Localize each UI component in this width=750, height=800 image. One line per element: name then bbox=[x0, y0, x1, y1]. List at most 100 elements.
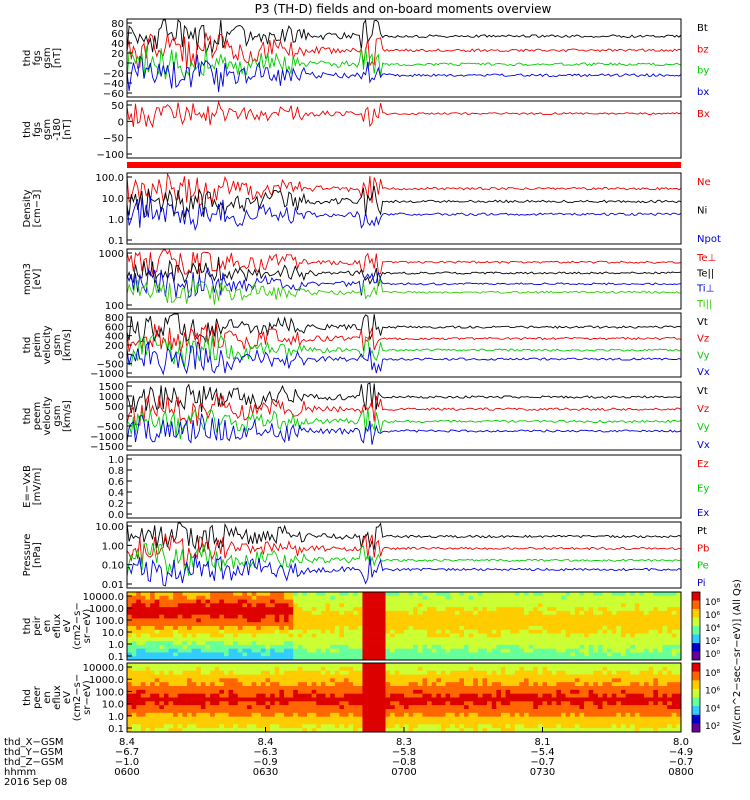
heatmap-cell bbox=[597, 603, 603, 608]
heatmap-cell bbox=[330, 686, 336, 691]
heatmap-cell bbox=[200, 626, 206, 631]
heatmap-cell bbox=[297, 678, 303, 683]
heatmap-cell bbox=[187, 629, 192, 634]
heatmap-cell bbox=[339, 663, 345, 668]
heatmap-cell bbox=[325, 652, 331, 657]
heatmap-cell bbox=[320, 610, 326, 615]
heatmap-cell bbox=[413, 637, 419, 642]
heatmap-cell bbox=[408, 724, 414, 729]
heatmap-cell bbox=[196, 629, 202, 634]
heatmap-cell bbox=[413, 709, 419, 714]
heatmap-cell bbox=[214, 697, 220, 702]
heatmap-cell bbox=[602, 686, 608, 691]
heatmap-cell bbox=[427, 610, 432, 615]
heatmap-cell bbox=[214, 610, 220, 615]
heatmap-cell bbox=[233, 674, 239, 679]
heatmap-cell bbox=[491, 652, 497, 657]
heatmap-cell bbox=[551, 607, 557, 612]
heatmap-cell bbox=[242, 670, 248, 675]
heatmap-cell bbox=[293, 693, 299, 698]
heatmap-cell bbox=[560, 652, 566, 657]
heatmap-cell bbox=[427, 622, 432, 627]
heatmap-cell bbox=[524, 644, 529, 649]
heatmap-cell bbox=[283, 629, 289, 634]
heatmap-cell bbox=[187, 622, 192, 627]
heatmap-cell bbox=[251, 637, 257, 642]
heatmap-cell bbox=[320, 652, 326, 657]
heatmap-cell bbox=[177, 663, 183, 668]
heatmap-cell bbox=[588, 705, 594, 710]
heatmap-cell bbox=[607, 724, 613, 729]
heatmap-cell bbox=[191, 670, 197, 675]
heatmap-cell bbox=[150, 592, 155, 597]
heatmap-cell bbox=[260, 656, 266, 661]
heatmap-cell bbox=[537, 629, 543, 634]
heatmap-cell bbox=[223, 629, 229, 634]
heatmap-cell bbox=[639, 674, 645, 679]
heatmap-cell bbox=[233, 728, 239, 733]
heatmap-cell bbox=[283, 599, 289, 604]
x-tick-label: 0600 bbox=[114, 767, 139, 778]
heatmap-cell bbox=[187, 670, 192, 675]
legend-entry: Bx bbox=[697, 109, 710, 120]
heatmap-cell bbox=[390, 724, 396, 729]
heatmap-cell bbox=[459, 599, 465, 604]
heatmap-cell bbox=[371, 607, 377, 612]
y-tick-label: −1000 bbox=[90, 432, 124, 443]
heatmap-cell bbox=[182, 716, 188, 721]
heatmap-cell bbox=[413, 633, 419, 638]
heatmap-cell bbox=[399, 656, 405, 661]
heatmap-cell bbox=[579, 599, 585, 604]
heatmap-cell bbox=[371, 663, 377, 668]
heatmap-cell bbox=[265, 592, 271, 597]
heatmap-cell bbox=[210, 693, 216, 698]
heatmap-cell bbox=[200, 720, 206, 725]
heatmap-cell bbox=[519, 603, 525, 608]
heatmap-cell bbox=[357, 637, 363, 642]
heatmap-cell bbox=[450, 728, 456, 733]
heatmap-cell bbox=[302, 637, 308, 642]
heatmap-cell bbox=[491, 656, 497, 661]
heatmap-cell bbox=[611, 592, 617, 597]
heatmap-cell bbox=[154, 603, 160, 608]
heatmap-cell bbox=[634, 674, 640, 679]
heatmap-cell bbox=[380, 716, 386, 721]
heatmap-cell bbox=[150, 629, 155, 634]
heatmap-cell bbox=[408, 674, 414, 679]
heatmap-cell bbox=[653, 641, 659, 646]
heatmap-cell bbox=[445, 610, 451, 615]
heatmap-cell bbox=[260, 728, 266, 733]
heatmap-cell bbox=[593, 629, 599, 634]
heatmap-cell bbox=[196, 697, 202, 702]
heatmap-cell bbox=[219, 663, 225, 668]
heatmap-cell bbox=[380, 670, 386, 675]
heatmap-cell bbox=[454, 622, 460, 627]
heatmap-cell bbox=[150, 697, 155, 702]
heatmap-cell bbox=[579, 674, 585, 679]
heatmap-cell bbox=[196, 686, 202, 691]
heatmap-cell bbox=[519, 670, 525, 675]
heatmap-cell bbox=[279, 701, 285, 706]
heatmap-cell bbox=[168, 686, 174, 691]
heatmap-cell bbox=[477, 678, 483, 683]
heatmap-cell bbox=[560, 637, 566, 642]
heatmap-cell bbox=[283, 712, 289, 717]
heatmap-cell bbox=[357, 724, 363, 729]
heatmap-cell bbox=[260, 709, 266, 714]
heatmap-cell bbox=[459, 626, 465, 631]
heatmap-cell bbox=[362, 689, 368, 694]
heatmap-cell bbox=[671, 693, 677, 698]
heatmap-cell bbox=[653, 633, 659, 638]
heatmap-cell bbox=[394, 622, 400, 627]
heatmap-cell bbox=[339, 686, 345, 691]
heatmap-cell bbox=[644, 728, 649, 733]
heatmap-cell bbox=[584, 697, 589, 702]
heatmap-cell bbox=[307, 603, 312, 608]
y-tick-label: 0.2 bbox=[108, 499, 124, 510]
heatmap-cell bbox=[136, 595, 142, 600]
heatmap-cell bbox=[247, 728, 252, 733]
heatmap-cell bbox=[611, 716, 617, 721]
heatmap-cell bbox=[454, 670, 460, 675]
heatmap-cell bbox=[260, 678, 266, 683]
heatmap-cell bbox=[611, 720, 617, 725]
